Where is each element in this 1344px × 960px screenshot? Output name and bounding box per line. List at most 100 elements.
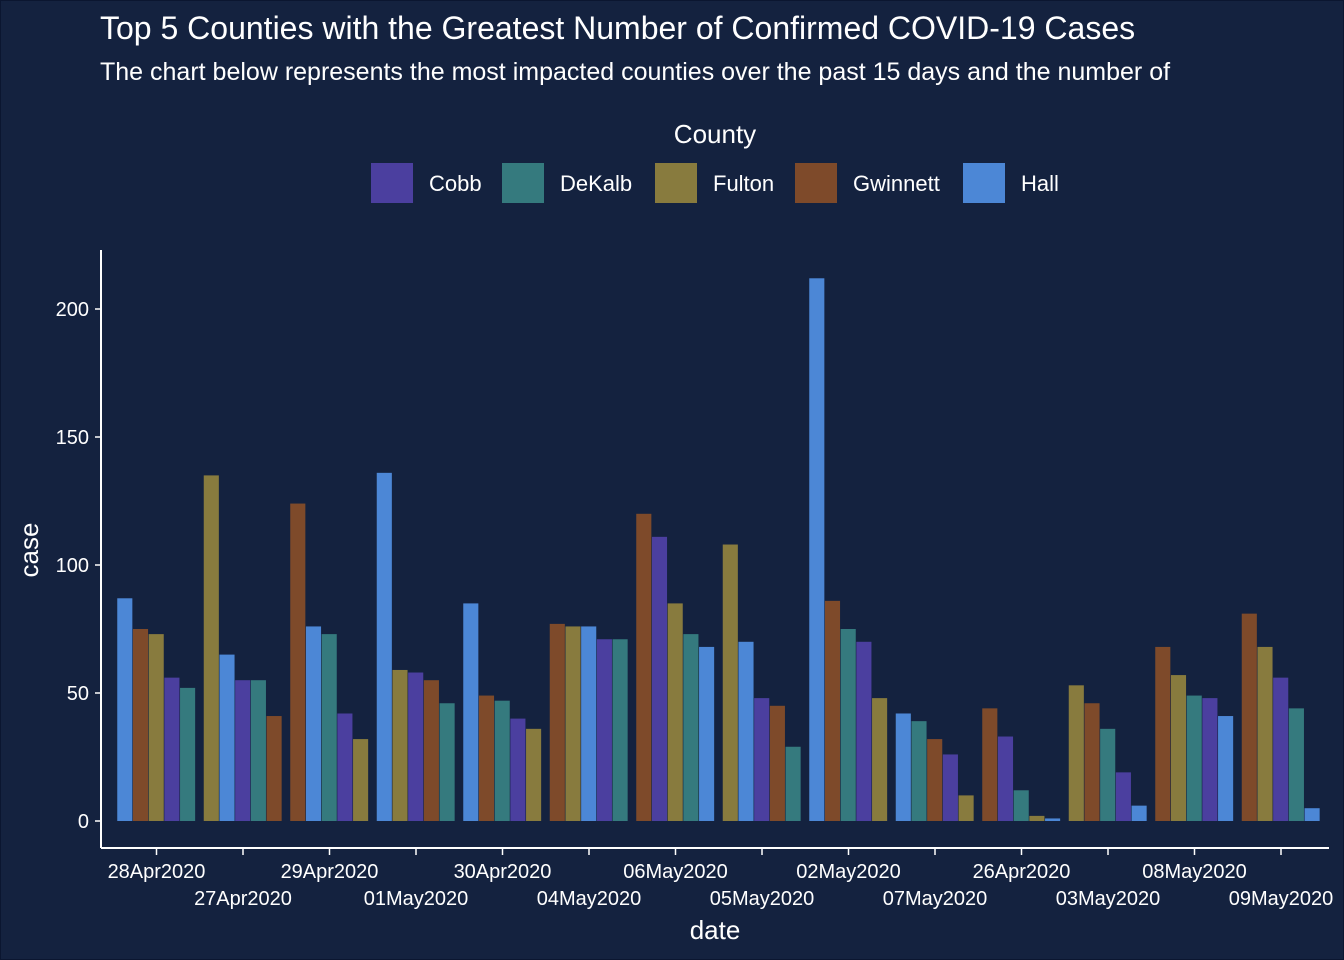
bar-dekalb-08may2020	[1186, 695, 1202, 821]
bar-hall-07may2020	[895, 713, 911, 821]
bar-hall-29apr2020	[305, 626, 322, 821]
bar-fulton-29apr2020	[353, 739, 369, 821]
bar-gwinnett-26apr2020	[982, 708, 998, 821]
legend-label-fulton: Fulton	[713, 171, 774, 196]
legend-swatch-dekalb	[502, 163, 544, 203]
bar-dekalb-30apr2020	[494, 700, 510, 821]
bar-dekalb-27apr2020	[250, 680, 266, 821]
bar-gwinnett-06may2020	[636, 513, 652, 821]
bar-fulton-05may2020	[722, 544, 738, 821]
bar-gwinnett-05may2020	[769, 705, 785, 821]
bar-gwinnett-07may2020	[927, 739, 943, 821]
legend-swatch-hall	[963, 163, 1005, 203]
bar-fulton-30apr2020	[526, 728, 542, 821]
bar-dekalb-29apr2020	[321, 634, 337, 821]
bar-cobb-04may2020	[596, 639, 612, 821]
bar-cobb-06may2020	[651, 536, 668, 821]
bar-hall-08may2020	[1218, 716, 1234, 821]
y-axis-label: case	[14, 523, 44, 578]
legend: County Cobb DeKalb Fulton Gwinnett Hall	[371, 119, 1059, 203]
bar-gwinnett-28apr2020	[132, 629, 149, 821]
chart-subtitle: The chart below represents the most impa…	[100, 58, 1171, 86]
x-tick-label: 29Apr2020	[281, 861, 379, 883]
bar-gwinnett-09may2020	[1241, 613, 1257, 821]
bar-dekalb-05may2020	[785, 746, 801, 821]
x-tick-label: 05May2020	[710, 888, 815, 910]
bar-gwinnett-27apr2020	[266, 716, 282, 821]
bar-fulton-04may2020	[565, 626, 581, 821]
bars	[117, 278, 1320, 821]
bar-dekalb-02may2020	[840, 629, 856, 821]
bar-dekalb-03may2020	[1100, 728, 1116, 821]
x-tick-label: 27Apr2020	[194, 888, 292, 910]
bar-fulton-28apr2020	[148, 634, 164, 821]
legend-swatch-fulton	[655, 163, 697, 203]
legend-label-gwinnett: Gwinnett	[853, 171, 940, 196]
x-tick-label: 28Apr2020	[108, 861, 206, 883]
bar-gwinnett-29apr2020	[290, 503, 306, 821]
bar-cobb-08may2020	[1202, 698, 1218, 821]
bar-cobb-05may2020	[754, 698, 770, 821]
bar-dekalb-28apr2020	[180, 687, 196, 821]
legend-title: County	[674, 119, 756, 149]
bar-cobb-02may2020	[856, 641, 872, 821]
x-tick-label: 08May2020	[1142, 861, 1247, 883]
x-tick-label: 04May2020	[537, 888, 642, 910]
y-tick-label: 100	[56, 555, 89, 577]
x-tick-label: 03May2020	[1056, 888, 1161, 910]
bar-hall-04may2020	[581, 626, 597, 821]
bar-gwinnett-08may2020	[1155, 646, 1171, 821]
bar-dekalb-26apr2020	[1013, 790, 1029, 821]
bar-cobb-01may2020	[408, 672, 424, 821]
bar-gwinnett-01may2020	[423, 680, 439, 821]
legend-swatch-cobb	[371, 163, 413, 203]
x-tick-label: 09May2020	[1229, 888, 1334, 910]
bar-cobb-09may2020	[1273, 677, 1289, 821]
y-tick-label: 0	[78, 811, 89, 833]
bar-fulton-26apr2020	[1029, 815, 1045, 821]
bar-fulton-06may2020	[667, 603, 683, 821]
bar-hall-26apr2020	[1045, 818, 1061, 821]
bar-cobb-26apr2020	[997, 736, 1014, 821]
bar-hall-09may2020	[1304, 808, 1320, 821]
y-tick-label: 150	[56, 427, 89, 449]
bar-fulton-07may2020	[958, 795, 974, 821]
axes: 0 50 100 150 200 28Apr2020 27Apr2020 29Apr2020 0…	[56, 250, 1334, 910]
bar-gwinnett-30apr2020	[478, 695, 495, 821]
x-tick-label: 06May2020	[623, 861, 728, 883]
chart-title: Top 5 Counties with the Greatest Number …	[100, 10, 1136, 46]
bar-cobb-03may2020	[1115, 772, 1131, 821]
legend-label-hall: Hall	[1021, 171, 1059, 196]
bar-dekalb-06may2020	[683, 634, 699, 821]
bar-hall-30apr2020	[463, 603, 479, 821]
x-axis-label: date	[690, 915, 741, 945]
bar-fulton-27apr2020	[203, 475, 219, 821]
bar-cobb-27apr2020	[235, 680, 251, 821]
bar-cobb-29apr2020	[337, 713, 353, 821]
bar-cobb-28apr2020	[164, 677, 180, 821]
bar-hall-01may2020	[376, 472, 392, 821]
legend-label-dekalb: DeKalb	[560, 171, 632, 196]
bar-hall-06may2020	[699, 646, 715, 821]
bar-dekalb-07may2020	[911, 721, 927, 821]
bar-fulton-02may2020	[872, 698, 888, 821]
y-tick-label: 200	[56, 299, 89, 321]
bar-gwinnett-03may2020	[1084, 703, 1100, 821]
bar-cobb-30apr2020	[510, 718, 526, 821]
x-tick-label: 02May2020	[796, 861, 901, 883]
bar-fulton-09may2020	[1257, 646, 1273, 821]
bar-gwinnett-04may2020	[549, 623, 565, 821]
bar-fulton-03may2020	[1068, 685, 1084, 821]
y-tick-label: 50	[67, 683, 89, 705]
x-tick-label: 01May2020	[364, 888, 469, 910]
x-tick-label: 26Apr2020	[973, 861, 1071, 883]
bar-hall-05may2020	[738, 641, 754, 821]
bar-cobb-07may2020	[942, 754, 958, 821]
legend-swatch-gwinnett	[795, 163, 837, 203]
bar-fulton-01may2020	[392, 669, 408, 821]
x-tick-label: 07May2020	[883, 888, 988, 910]
bar-dekalb-01may2020	[439, 703, 455, 821]
x-tick-label: 30Apr2020	[454, 861, 552, 883]
legend-label-cobb: Cobb	[429, 171, 482, 196]
